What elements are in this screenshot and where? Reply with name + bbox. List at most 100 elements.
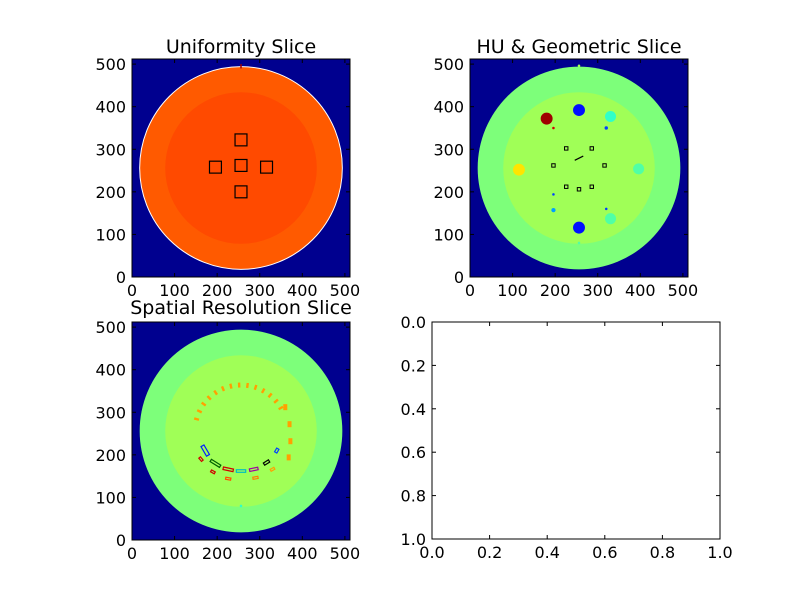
- insert-circle: [604, 110, 617, 123]
- x-tick-label: 400: [287, 281, 318, 300]
- ring-marker: [213, 389, 219, 396]
- x-tick-label: 200: [540, 281, 571, 300]
- y-tick-label: 400: [95, 361, 126, 380]
- geometric-square: [564, 146, 569, 151]
- geometric-square: [576, 187, 582, 192]
- roi-square: [234, 185, 248, 199]
- x-tick-label: 0: [465, 281, 475, 300]
- insert-circle: [604, 213, 617, 225]
- y-tick-label: 0: [116, 268, 126, 287]
- insert-circle: [604, 126, 608, 130]
- x-tick-label: 300: [244, 281, 275, 300]
- phantom-inner: [503, 92, 655, 244]
- insert-circle: [633, 163, 645, 175]
- ring-marker: [267, 392, 273, 399]
- insert-circle: [513, 163, 525, 176]
- roi-square: [234, 158, 248, 173]
- image-content: [132, 59, 350, 277]
- x-tick-label: 0: [127, 281, 137, 300]
- x-tick-label: 500: [330, 281, 361, 300]
- insert-circle: [573, 104, 585, 117]
- y-tick-label: 300: [433, 140, 464, 159]
- y-tick-label: 500: [95, 55, 126, 74]
- x-tick-label: 300: [244, 544, 275, 563]
- ring-marker: [253, 384, 258, 391]
- x-tick-label: 400: [625, 281, 656, 300]
- y-tick-label: 400: [433, 98, 464, 117]
- ring-marker: [260, 387, 266, 394]
- axes-frame: [469, 58, 689, 278]
- ring-marker: [220, 385, 226, 392]
- ring-marker: [283, 404, 288, 411]
- y-tick-label: 0.4: [401, 400, 426, 419]
- spatial-resolution-slice-title: Spatial Resolution Slice: [130, 297, 352, 319]
- uniformity-slice-title: Uniformity Slice: [166, 36, 316, 58]
- y-tick-label: 0.6: [401, 443, 426, 462]
- empty-plot-panel: 0.0 0.2 0.4 0.6 0.8 1.00.00.20.40.60.81.0: [401, 313, 733, 562]
- geometric-square: [564, 184, 569, 189]
- y-tick-label: 500: [433, 55, 464, 74]
- x-tick-label: 1.0: [707, 543, 732, 562]
- ring-marker: [237, 382, 241, 388]
- ring-marker: [278, 405, 284, 411]
- image-content: [132, 322, 350, 540]
- ring-marker: [286, 454, 291, 461]
- spatial-resolution-slice-panel: Spatial Resolution Slice 0 100 200 300 400 50…: [95, 297, 360, 563]
- resolution-bar-group: [222, 466, 235, 473]
- center-mark: [574, 155, 584, 161]
- x-tick-label: 100: [159, 544, 190, 563]
- resolution-bar-group: [200, 444, 211, 458]
- x-tick-label: 200: [202, 544, 233, 563]
- uniformity-slice-axes: 0 100 200 300 400 500 0 100 200 300 400 500: [95, 55, 360, 300]
- x-tick-label: 0.6: [592, 543, 617, 562]
- geometric-square: [589, 146, 594, 151]
- y-tick-label: 0.0: [401, 313, 426, 332]
- ring-marker: [193, 417, 200, 421]
- y-tick-label: 200: [433, 183, 464, 202]
- ring-marker: [206, 395, 212, 401]
- resolution-bar-group: [235, 469, 247, 473]
- x-tick-label: 0: [127, 544, 137, 563]
- ring-marker: [288, 438, 293, 445]
- y-tick-label: 400: [95, 98, 126, 117]
- phantom-inner: [165, 355, 317, 507]
- axes-frame: [431, 321, 721, 540]
- ring-marker: [200, 401, 207, 407]
- hu-geometric-slice-axes: 0 100 200 300 400 500 0 100 200 300 400 500: [433, 55, 698, 300]
- y-tick-label: 100: [95, 225, 126, 244]
- y-tick-label: 100: [95, 488, 126, 507]
- y-tick-label: 300: [95, 403, 126, 422]
- resolution-bar-group: [224, 476, 232, 481]
- y-tick-label: 100: [433, 225, 464, 244]
- ring-marker: [196, 409, 203, 414]
- marker-dot: [239, 504, 243, 508]
- x-tick-label: 400: [287, 544, 318, 563]
- insert-circle: [573, 221, 585, 234]
- y-tick-label: 0: [454, 268, 464, 287]
- geometric-square: [589, 184, 594, 189]
- plot-background: [432, 322, 720, 539]
- ring-marker: [245, 382, 250, 389]
- y-tick-label: 200: [95, 446, 126, 465]
- x-tick-label: 0.0: [419, 543, 444, 562]
- resolution-bar-group: [209, 458, 222, 469]
- resolution-bar-group: [252, 475, 259, 481]
- x-tick-label: 0.2: [477, 543, 502, 562]
- empty-plot-axes: 0.0 0.2 0.4 0.6 0.8 1.00.00.20.40.60.81.0: [401, 313, 733, 562]
- insert-circle: [551, 208, 556, 213]
- y-tick-label: 0.8: [401, 487, 426, 506]
- x-tick-label: 500: [330, 544, 361, 563]
- resolution-bar-group: [269, 466, 276, 473]
- hu-geometric-slice-panel: HU & Geometric Slice 0 100 200 300 400 500 0 10…: [433, 36, 698, 300]
- roi-square: [234, 133, 248, 147]
- image-content: [470, 59, 688, 277]
- uniformity-slice-panel: Uniformity Slice 0 100 200 300 400 500 0 100 200…: [95, 36, 360, 300]
- x-tick-label: 300: [582, 281, 613, 300]
- resolution-bar-group: [209, 469, 217, 475]
- insert-circle: [577, 64, 581, 68]
- ring-marker: [229, 383, 233, 389]
- axes-frame: [131, 58, 351, 278]
- spatial-resolution-slice-axes: 0 100 200 300 400 500 0 100 200 300 400 500: [95, 318, 360, 563]
- x-tick-label: 200: [202, 281, 233, 300]
